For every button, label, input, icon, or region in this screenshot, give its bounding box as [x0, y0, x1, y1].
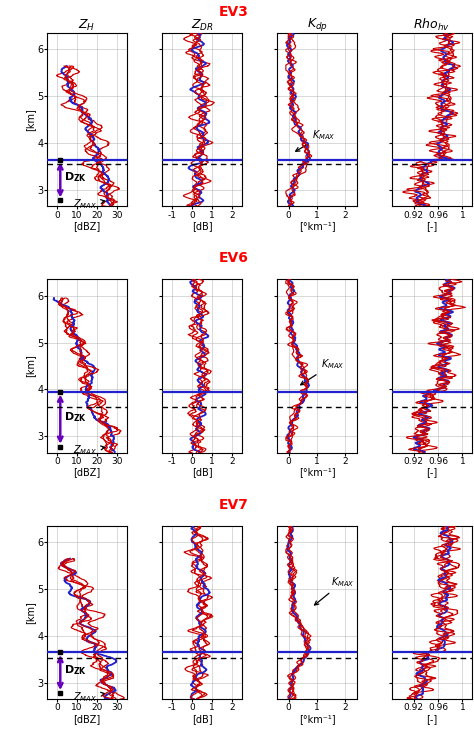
X-axis label: [dBZ]: [dBZ] — [73, 467, 100, 477]
Text: $K_{MAX}$: $K_{MAX}$ — [315, 575, 355, 605]
X-axis label: [°km⁻¹]: [°km⁻¹] — [299, 467, 335, 477]
Text: $Z_{MAX}$: $Z_{MAX}$ — [73, 197, 105, 211]
X-axis label: [dB]: [dB] — [191, 714, 212, 724]
X-axis label: [-]: [-] — [426, 221, 438, 231]
X-axis label: [dBZ]: [dBZ] — [73, 714, 100, 724]
Text: EV7: EV7 — [219, 498, 249, 512]
Text: EV6: EV6 — [219, 251, 249, 266]
Text: $K_{MAX}$: $K_{MAX}$ — [301, 356, 345, 385]
Title: $Z_{H}$: $Z_{H}$ — [79, 18, 96, 33]
Text: $\mathbf{D_{ZK}}$: $\mathbf{D_{ZK}}$ — [64, 171, 88, 184]
Text: $Z_{MAX}$: $Z_{MAX}$ — [73, 690, 105, 703]
Title: $Rho_{hv}$: $Rho_{hv}$ — [413, 17, 450, 33]
Y-axis label: [km]: [km] — [26, 601, 36, 624]
Text: $K_{MAX}$: $K_{MAX}$ — [296, 128, 336, 152]
X-axis label: [dB]: [dB] — [191, 467, 212, 477]
X-axis label: [°km⁻¹]: [°km⁻¹] — [299, 714, 335, 724]
Y-axis label: [km]: [km] — [26, 354, 36, 378]
X-axis label: [dBZ]: [dBZ] — [73, 221, 100, 231]
Text: EV3: EV3 — [219, 5, 249, 19]
X-axis label: [dB]: [dB] — [191, 221, 212, 231]
Title: $K_{dp}$: $K_{dp}$ — [307, 16, 328, 33]
Text: $\mathbf{D_{ZK}}$: $\mathbf{D_{ZK}}$ — [64, 410, 88, 424]
Y-axis label: [km]: [km] — [26, 108, 36, 131]
X-axis label: [-]: [-] — [426, 714, 438, 724]
Text: $Z_{MAX}$: $Z_{MAX}$ — [73, 444, 105, 458]
X-axis label: [°km⁻¹]: [°km⁻¹] — [299, 221, 335, 231]
Title: $Z_{DR}$: $Z_{DR}$ — [191, 18, 213, 33]
Text: $\mathbf{D_{ZK}}$: $\mathbf{D_{ZK}}$ — [64, 663, 88, 677]
X-axis label: [-]: [-] — [426, 467, 438, 477]
